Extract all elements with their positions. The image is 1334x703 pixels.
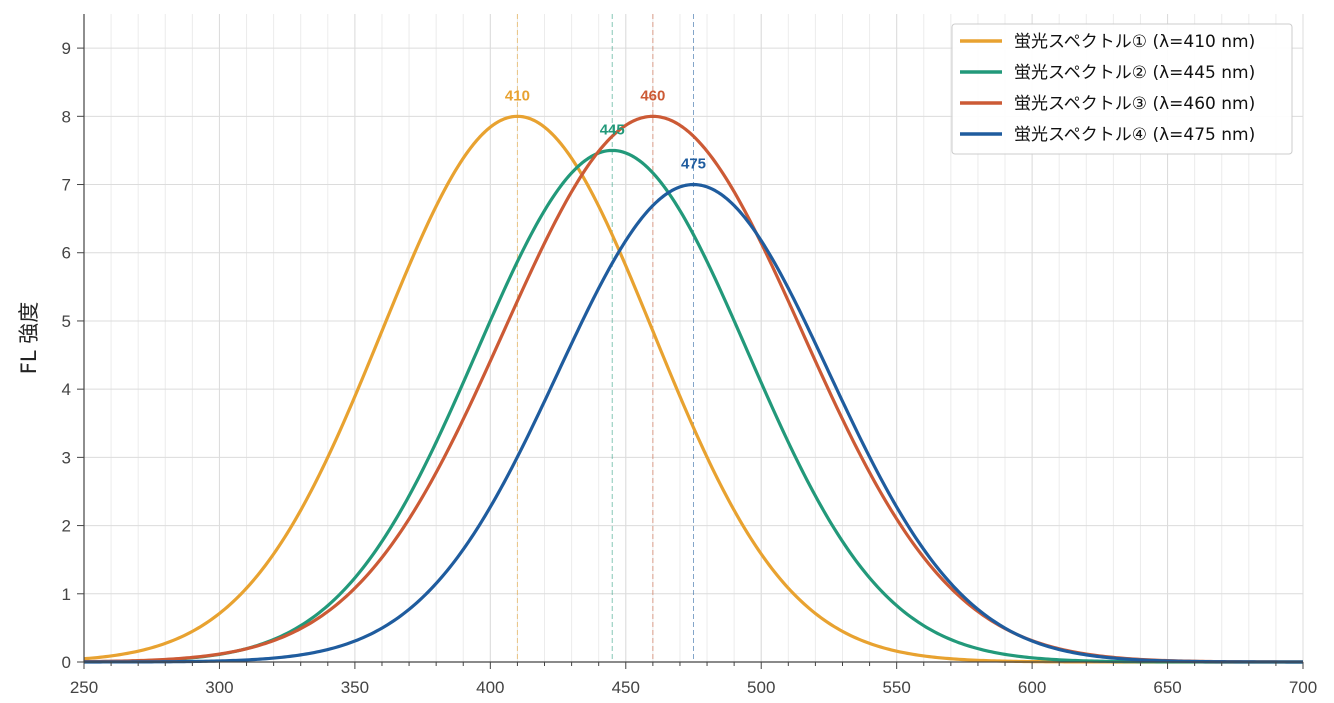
x-tick-label: 350 xyxy=(341,678,369,697)
y-axis-label: FL 強度 xyxy=(17,302,41,374)
y-tick-label: 3 xyxy=(62,448,71,467)
y-tick-label: 6 xyxy=(62,244,71,263)
y-tick-label: 5 xyxy=(62,312,71,331)
y-tick-label: 9 xyxy=(62,39,71,58)
peak-value-label: 410 xyxy=(505,87,530,104)
peak-value-label: 460 xyxy=(640,87,665,104)
x-tick-label: 700 xyxy=(1289,678,1317,697)
y-tick-label: 0 xyxy=(62,653,71,672)
legend-entry-label: 蛍光スペクトル③ (λ=460 nm) xyxy=(1014,94,1255,114)
y-tick-label: 1 xyxy=(62,585,71,604)
y-tick-label: 8 xyxy=(62,107,71,126)
legend-entry-label: 蛍光スペクトル② (λ=445 nm) xyxy=(1014,63,1255,83)
y-tick-label: 7 xyxy=(62,176,71,195)
spectrum-curves xyxy=(83,114,1303,664)
y-tick-label: 4 xyxy=(62,380,71,399)
x-tick-label: 650 xyxy=(1153,678,1181,697)
tick-labels: 250 300 350 400 450 500 550 600 650 700 0 1 2 3 4 5 6 7 8 9 xyxy=(62,39,1318,697)
x-tick-label: 400 xyxy=(476,678,504,697)
peak-labels: 410 445 460 475 xyxy=(505,87,706,172)
legend-entry-label: 蛍光スペクトル① (λ=410 nm) xyxy=(1014,32,1255,52)
peak-value-label: 445 xyxy=(600,121,625,138)
x-tick-label: 300 xyxy=(205,678,233,697)
y-tick-label: 2 xyxy=(62,517,71,536)
peak-value-label: 475 xyxy=(681,156,706,173)
peak-marker-lines xyxy=(516,14,694,662)
axes xyxy=(83,14,1303,663)
legend-box xyxy=(951,23,1293,155)
spectrum-line xyxy=(83,148,1303,664)
x-tick-label: 600 xyxy=(1018,678,1046,697)
tick-marks xyxy=(77,47,1304,669)
x-tick-label: 500 xyxy=(747,678,775,697)
x-tick-label: 450 xyxy=(612,678,640,697)
x-tick-label: 250 xyxy=(70,678,98,697)
spectrum-line xyxy=(84,182,1303,664)
legend-entry-label: 蛍光スペクトル④ (λ=475 nm) xyxy=(1014,125,1255,145)
x-tick-label: 550 xyxy=(882,678,910,697)
legend: 蛍光スペクトル① (λ=410 nm) 蛍光スペクトル② (λ=445 nm) 蛍光… xyxy=(951,23,1293,155)
